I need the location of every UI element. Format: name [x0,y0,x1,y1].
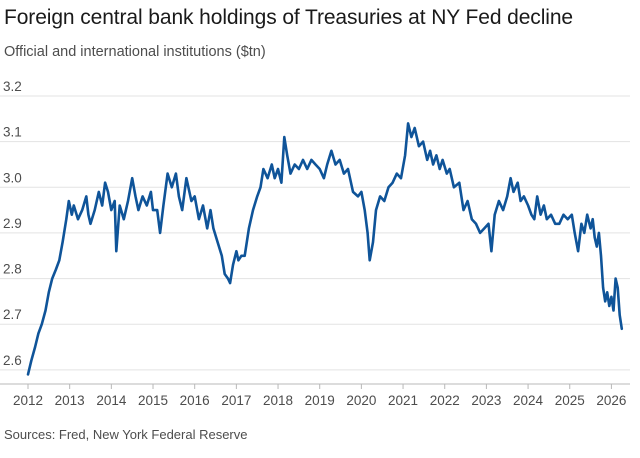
chart-subtitle: Official and international institutions … [4,44,266,60]
x-tick-label: 2013 [55,393,85,408]
x-tick-label: 2014 [96,393,127,408]
x-tick-label: 2021 [388,393,418,408]
x-tick-label: 2019 [305,393,335,408]
gridlines [0,95,630,385]
x-tick-label: 2026 [596,393,626,408]
y-tick-label: 3.1 [3,125,22,140]
y-tick-label: 3.2 [3,79,22,94]
y-tick-label: 2.6 [3,353,22,368]
x-tick-label: 2025 [555,393,585,408]
x-tick-label: 2022 [430,393,460,408]
x-tick-label: 2024 [513,393,544,408]
x-tick-label: 2017 [221,393,251,408]
y-tick-label: 3.0 [3,170,22,185]
y-axis-ticks: 2.6 2.7 2.8 2.9 3.0 3.1 3.2 [3,79,22,368]
x-tick-label: 2023 [471,393,501,408]
y-tick-label: 2.8 [3,262,22,277]
x-tick-label: 2020 [346,393,376,408]
x-axis-ticks: 2012 2013 2014 2015 2016 2017 2018 2019 2020 2021… [13,384,626,408]
x-tick-label: 2016 [180,393,210,408]
series-group [26,122,624,376]
x-tick-label: 2018 [263,393,293,408]
source-note: Sources: Fred, New York Federal Reserve [4,427,248,442]
chart-title: Foreign central bank holdings of Treasur… [4,6,574,29]
y-tick-label: 2.9 [3,216,22,231]
y-tick-label: 2.7 [3,307,22,322]
x-tick-label: 2012 [13,393,43,408]
series-line-0 [26,122,624,376]
x-tick-label: 2015 [138,393,168,408]
